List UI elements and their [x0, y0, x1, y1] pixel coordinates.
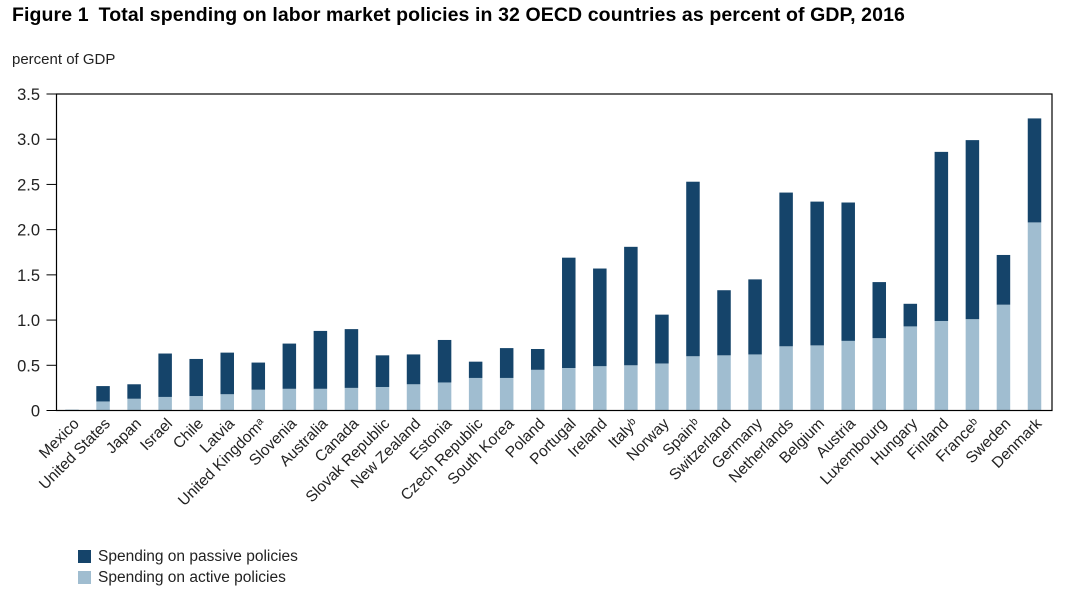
bar-active — [406, 384, 421, 411]
bar-active — [841, 340, 855, 411]
x-tick-label: Israel — [137, 415, 176, 454]
bar-active — [437, 382, 452, 411]
bar-passive — [282, 343, 297, 389]
bar-active — [562, 367, 576, 411]
bar-active — [127, 398, 141, 411]
bar-passive — [313, 330, 328, 389]
legend-label-passive: Spending on passive policies — [98, 547, 298, 565]
bar-passive — [593, 268, 607, 367]
bar-active — [282, 388, 297, 411]
bar-passive — [717, 290, 731, 356]
plot-frame — [55, 93, 1053, 412]
bar-passive — [872, 282, 887, 339]
legend-item-passive: Spending on passive policies — [78, 546, 298, 567]
bar-active — [499, 377, 514, 411]
bar-passive — [686, 181, 700, 357]
bar-active — [593, 366, 607, 411]
bar-passive — [1027, 118, 1042, 223]
bar-active — [624, 365, 638, 411]
bar-active — [934, 320, 949, 411]
bar-active — [375, 386, 390, 411]
bar-active — [748, 354, 762, 411]
bar-passive — [530, 349, 545, 370]
bar-passive — [810, 201, 824, 346]
y-tick-label: 0 — [31, 403, 40, 421]
y-tick-label: 2.5 — [17, 176, 40, 194]
bar-active — [996, 304, 1011, 411]
bar-active — [717, 355, 731, 411]
bar-passive — [375, 355, 390, 387]
bar-active — [872, 338, 887, 411]
bar-active — [1027, 222, 1042, 411]
bar-active — [158, 396, 172, 411]
bar-active — [313, 388, 328, 411]
bar-active — [468, 377, 483, 411]
bar-active — [655, 363, 669, 411]
y-tick-label: 1.5 — [17, 267, 40, 285]
legend-swatch-active — [78, 571, 91, 584]
bar-passive — [903, 303, 918, 327]
bar-passive — [841, 202, 855, 341]
bar-passive — [624, 246, 638, 366]
chart-title: Figure 1 Total spending on labor market p… — [12, 4, 905, 27]
figure-label: Figure 1 — [12, 4, 89, 26]
bar-passive — [655, 314, 669, 364]
bar-active — [251, 389, 266, 411]
bar-active — [189, 396, 203, 411]
legend: Spending on passive policies Spending on… — [78, 546, 298, 588]
bar-active — [903, 326, 918, 411]
bar-passive — [562, 257, 576, 368]
bar-passive — [468, 361, 483, 378]
legend-swatch-passive — [78, 550, 91, 563]
legend-item-active: Spending on active policies — [78, 567, 298, 588]
bar-passive — [437, 339, 452, 383]
y-tick-label: 2.0 — [17, 222, 40, 240]
y-tick-label: 1.0 — [17, 312, 40, 330]
bar-passive — [189, 358, 203, 397]
bar-passive — [499, 348, 514, 378]
bar-passive — [251, 362, 266, 390]
bar-active — [220, 394, 234, 411]
bar-passive — [996, 254, 1011, 305]
bar-passive — [965, 140, 980, 320]
bar-active — [779, 346, 793, 411]
y-tick-label: 3.0 — [17, 131, 40, 149]
bar-active — [530, 369, 545, 411]
chart-title-text: Total spending on labor market policies … — [98, 4, 905, 26]
bar-active — [344, 387, 359, 411]
y-tick-label: 3.5 — [17, 86, 40, 104]
x-tick-label: Japan — [103, 415, 145, 457]
bar-active — [810, 345, 824, 411]
y-tick-label: 0.5 — [17, 357, 40, 375]
bar-passive — [934, 151, 949, 321]
bar-passive — [158, 353, 172, 397]
legend-label-active: Spending on active policies — [98, 568, 286, 586]
bar-passive — [344, 329, 359, 388]
bar-passive — [220, 352, 234, 395]
bar-passive — [96, 386, 110, 402]
bar-passive — [127, 384, 141, 399]
bar-passive — [406, 354, 421, 385]
bar-passive — [748, 279, 762, 355]
bar-active — [686, 356, 700, 411]
bar-active — [96, 401, 110, 411]
y-axis-label: percent of GDP — [12, 51, 116, 68]
bar-active — [965, 319, 980, 411]
bar-passive — [779, 192, 793, 347]
